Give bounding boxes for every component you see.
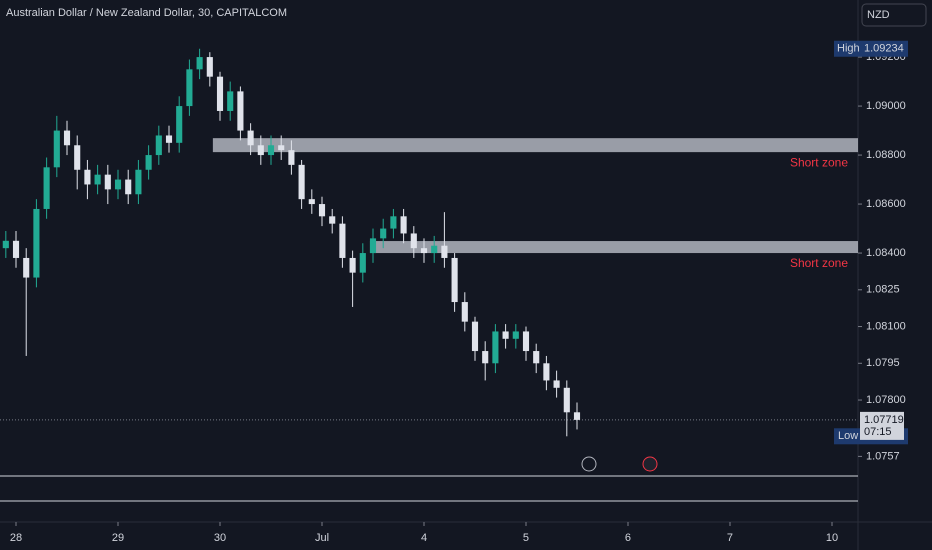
currency-button[interactable] <box>861 3 927 27</box>
candle-body <box>410 233 417 249</box>
candle-body <box>53 130 60 168</box>
x-tick-label: 6 <box>625 532 631 544</box>
x-tick-label: 10 <box>826 532 838 544</box>
candle-body <box>176 106 183 143</box>
currency-label[interactable]: NZD <box>867 9 890 21</box>
candle-body <box>573 412 581 420</box>
candle-body <box>227 91 234 111</box>
candle-body <box>451 257 458 303</box>
candle-body <box>431 245 438 254</box>
x-tick-label: Jul <box>315 532 329 544</box>
y-tick-label: 1.08800 <box>866 149 906 161</box>
candle-body <box>533 351 540 364</box>
candle-body <box>522 331 530 352</box>
candle-body <box>12 240 20 258</box>
candle-body <box>216 76 224 111</box>
candle-body <box>165 135 173 143</box>
high-price: 1.09234 <box>864 43 904 55</box>
candle-body <box>369 238 377 254</box>
candle-body <box>257 145 264 156</box>
candle-body <box>2 240 9 249</box>
candle-body <box>135 169 142 195</box>
candle-body <box>502 331 509 339</box>
candle-body <box>471 321 479 352</box>
chart-title: Australian Dollar / New Zealand Dollar, … <box>6 7 287 19</box>
countdown: 07:15 <box>864 426 892 438</box>
candle-body <box>196 57 203 70</box>
candle-body <box>267 145 275 156</box>
short-zone <box>212 138 858 153</box>
x-tick-label: 7 <box>727 532 733 544</box>
short-zone <box>369 241 858 254</box>
candle-body <box>482 351 489 364</box>
candle-body <box>492 331 499 364</box>
candle-body <box>186 69 193 107</box>
candle-body <box>237 91 244 131</box>
x-tick-label: 28 <box>10 532 22 544</box>
last-price: 1.07719 <box>864 414 904 426</box>
y-tick-label: 1.09000 <box>866 100 906 112</box>
candle-body <box>43 167 50 209</box>
candle-body <box>420 248 428 254</box>
x-tick-label: 29 <box>112 532 124 544</box>
candle-body <box>563 387 570 413</box>
low-label: Low <box>838 430 858 442</box>
x-tick-label: 30 <box>214 532 226 544</box>
last-price-box <box>860 411 904 440</box>
x-tick-label: 5 <box>523 532 529 544</box>
candle-body <box>339 223 346 258</box>
candle-body <box>288 150 295 165</box>
candle-body <box>308 199 315 205</box>
candle-body <box>114 179 122 190</box>
event-icon <box>642 456 658 472</box>
y-tick-label: 1.0825 <box>866 284 900 296</box>
low-label-box <box>834 428 860 445</box>
candle-body <box>104 174 111 190</box>
candle-body <box>318 204 326 217</box>
y-tick-label: 1.08100 <box>866 320 906 332</box>
candle-body <box>125 179 132 195</box>
candle-body <box>278 145 285 151</box>
candle-body <box>390 216 397 229</box>
candle-body <box>84 169 91 185</box>
zone-label: Short zone <box>790 155 848 169</box>
candle-body <box>329 216 336 224</box>
y-tick-label: 1.07800 <box>866 394 906 406</box>
event-icon <box>581 456 597 472</box>
candle-body <box>74 145 81 170</box>
candle-body <box>155 135 162 156</box>
high-label: High <box>837 43 860 55</box>
candle-body <box>441 245 448 258</box>
zone-label: Short zone <box>790 256 848 270</box>
candle-body <box>247 130 254 146</box>
candle-body <box>94 174 101 185</box>
x-tick-label: 4 <box>421 532 427 544</box>
candle-body <box>380 228 387 239</box>
candle-body <box>543 363 550 381</box>
candle-body <box>63 130 71 146</box>
high-price-box <box>860 40 908 57</box>
candle-body <box>553 380 560 388</box>
y-tick-label: 1.08400 <box>866 247 906 259</box>
candle-body <box>359 253 366 273</box>
candle-body <box>145 155 152 170</box>
y-tick-label: 1.0757 <box>866 450 900 462</box>
high-label-box <box>834 40 860 57</box>
y-tick-label: 1.0795 <box>866 357 900 369</box>
candle-body <box>512 331 519 339</box>
candle-body <box>400 216 407 234</box>
candle-body <box>206 57 213 77</box>
candle-body <box>33 208 40 278</box>
candle-body <box>298 164 305 200</box>
candle-body <box>349 257 356 273</box>
y-tick-label: 1.08600 <box>866 198 906 210</box>
candle-body <box>461 302 468 322</box>
candle-body <box>23 257 30 278</box>
